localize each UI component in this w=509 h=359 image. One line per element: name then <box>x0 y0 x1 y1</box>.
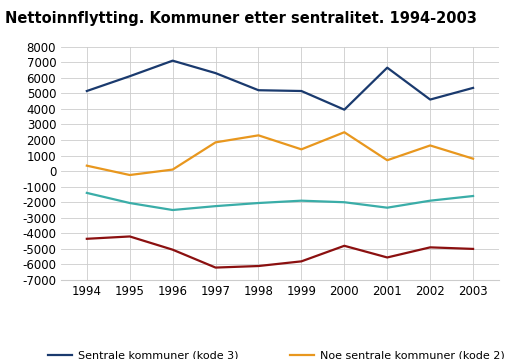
Sentrale kommuner (kode 3) <box>213 71 219 75</box>
Sentrale kommuner (kode 3) <box>169 59 176 63</box>
Minst sentrale kommuner (kode 0) <box>127 234 133 239</box>
Mindre sentrale kommuner (kode 1) <box>427 199 433 203</box>
Legend: Sentrale kommuner (kode 3), Mindre sentrale kommuner (kode 1), Noe sentrale komm: Sentrale kommuner (kode 3), Mindre sentr… <box>48 351 509 359</box>
Minst sentrale kommuner (kode 0) <box>298 259 304 264</box>
Noe sentrale kommuner (kode 2) <box>470 157 476 161</box>
Line: Minst sentrale kommuner (kode 0): Minst sentrale kommuner (kode 0) <box>87 237 473 267</box>
Mindre sentrale kommuner (kode 1) <box>384 205 390 210</box>
Minst sentrale kommuner (kode 0) <box>427 245 433 250</box>
Sentrale kommuner (kode 3) <box>341 108 347 112</box>
Noe sentrale kommuner (kode 2) <box>341 130 347 134</box>
Mindre sentrale kommuner (kode 1) <box>127 201 133 205</box>
Mindre sentrale kommuner (kode 1) <box>470 194 476 198</box>
Mindre sentrale kommuner (kode 1) <box>169 208 176 212</box>
Noe sentrale kommuner (kode 2) <box>298 147 304 151</box>
Line: Mindre sentrale kommuner (kode 1): Mindre sentrale kommuner (kode 1) <box>87 193 473 210</box>
Sentrale kommuner (kode 3) <box>84 89 90 93</box>
Minst sentrale kommuner (kode 0) <box>384 255 390 260</box>
Sentrale kommuner (kode 3) <box>298 89 304 93</box>
Sentrale kommuner (kode 3) <box>384 66 390 70</box>
Noe sentrale kommuner (kode 2) <box>213 140 219 144</box>
Mindre sentrale kommuner (kode 1) <box>298 199 304 203</box>
Text: Nettoinnflytting. Kommuner etter sentralitet. 1994-2003: Nettoinnflytting. Kommuner etter sentral… <box>5 11 477 26</box>
Minst sentrale kommuner (kode 0) <box>84 237 90 241</box>
Minst sentrale kommuner (kode 0) <box>213 265 219 270</box>
Mindre sentrale kommuner (kode 1) <box>213 204 219 208</box>
Noe sentrale kommuner (kode 2) <box>427 143 433 148</box>
Sentrale kommuner (kode 3) <box>127 74 133 78</box>
Noe sentrale kommuner (kode 2) <box>84 164 90 168</box>
Minst sentrale kommuner (kode 0) <box>341 244 347 248</box>
Line: Sentrale kommuner (kode 3): Sentrale kommuner (kode 3) <box>87 61 473 110</box>
Sentrale kommuner (kode 3) <box>256 88 262 92</box>
Mindre sentrale kommuner (kode 1) <box>84 191 90 195</box>
Minst sentrale kommuner (kode 0) <box>169 248 176 252</box>
Noe sentrale kommuner (kode 2) <box>127 173 133 177</box>
Minst sentrale kommuner (kode 0) <box>470 247 476 251</box>
Noe sentrale kommuner (kode 2) <box>256 133 262 137</box>
Noe sentrale kommuner (kode 2) <box>384 158 390 162</box>
Mindre sentrale kommuner (kode 1) <box>256 201 262 205</box>
Noe sentrale kommuner (kode 2) <box>169 167 176 172</box>
Sentrale kommuner (kode 3) <box>470 86 476 90</box>
Mindre sentrale kommuner (kode 1) <box>341 200 347 204</box>
Line: Noe sentrale kommuner (kode 2): Noe sentrale kommuner (kode 2) <box>87 132 473 175</box>
Sentrale kommuner (kode 3) <box>427 97 433 102</box>
Minst sentrale kommuner (kode 0) <box>256 264 262 268</box>
